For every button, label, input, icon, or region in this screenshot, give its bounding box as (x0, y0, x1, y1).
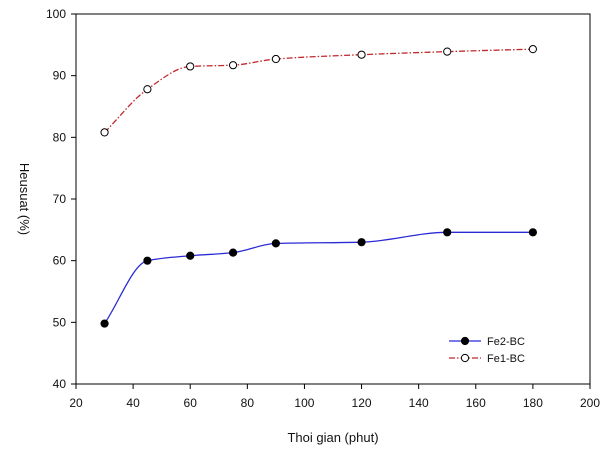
data-point-fe1-bc (100, 128, 109, 137)
x-axis: 20 40 60 80 100 120 140 160 180 200 (69, 384, 600, 410)
x-axis-title: Thoi gian (phut) (287, 430, 378, 445)
data-point-fe2-bc (271, 239, 280, 248)
data-point-fe1-bc (271, 54, 280, 64)
y-axis-title: Heusuat (%) (17, 163, 32, 235)
y-tick-label: 90 (53, 69, 67, 83)
data-point-fe1-bc (186, 62, 195, 71)
x-tick-label: 100 (294, 396, 314, 410)
x-tick-label: 200 (580, 396, 600, 410)
series-line-fe2-bc (104, 231, 533, 324)
y-tick-label: 80 (53, 130, 67, 144)
y-tick-label: 60 (53, 254, 67, 268)
x-tick-label: 20 (69, 396, 83, 410)
legend: Fe2-BC Fe1-BC (449, 336, 525, 365)
legend-item-fe2-bc: Fe2-BC (449, 336, 525, 348)
x-tick-label: 180 (523, 396, 543, 410)
data-point-fe2-bc (186, 251, 195, 260)
x-tick-label: 40 (126, 396, 140, 410)
x-tick-label: 60 (184, 396, 198, 410)
data-point-fe1-bc (228, 61, 238, 70)
data-point-fe1-bc (528, 45, 537, 54)
data-point-fe2-bc (528, 228, 537, 237)
data-point-fe2-bc (357, 238, 366, 247)
plot-frame (75, 13, 591, 385)
y-axis: 40 50 60 70 80 90 100 (46, 7, 76, 391)
series-fe2-bc (100, 228, 537, 328)
x-tick-label: 120 (352, 396, 372, 410)
legend-label-fe2-bc: Fe2-BC (487, 336, 525, 348)
series-layer (100, 45, 537, 328)
x-tick-label: 80 (241, 396, 255, 410)
data-point-fe2-bc (143, 256, 152, 265)
series-line-fe1-bc (104, 48, 533, 133)
data-point-fe1-bc (443, 47, 452, 56)
x-tick-label: 160 (466, 396, 486, 410)
data-point-fe2-bc (443, 228, 452, 237)
legend-item-fe1-bc: Fe1-BC (449, 353, 525, 365)
y-tick-label: 50 (53, 315, 67, 329)
data-point-fe1-bc (143, 85, 152, 94)
legend-label-fe1-bc: Fe1-BC (487, 353, 525, 365)
data-point-fe2-bc (228, 248, 238, 257)
data-point-fe1-bc (357, 50, 366, 59)
y-tick-label: 100 (46, 7, 66, 21)
y-tick-label: 70 (53, 192, 67, 206)
legend-marker-fe2-bc (460, 336, 470, 346)
y-tick-label: 40 (53, 377, 67, 391)
data-point-fe2-bc (100, 319, 109, 328)
series-fe1-bc (100, 45, 537, 137)
x-tick-label: 140 (409, 396, 429, 410)
legend-marker-fe1-bc (460, 353, 470, 363)
